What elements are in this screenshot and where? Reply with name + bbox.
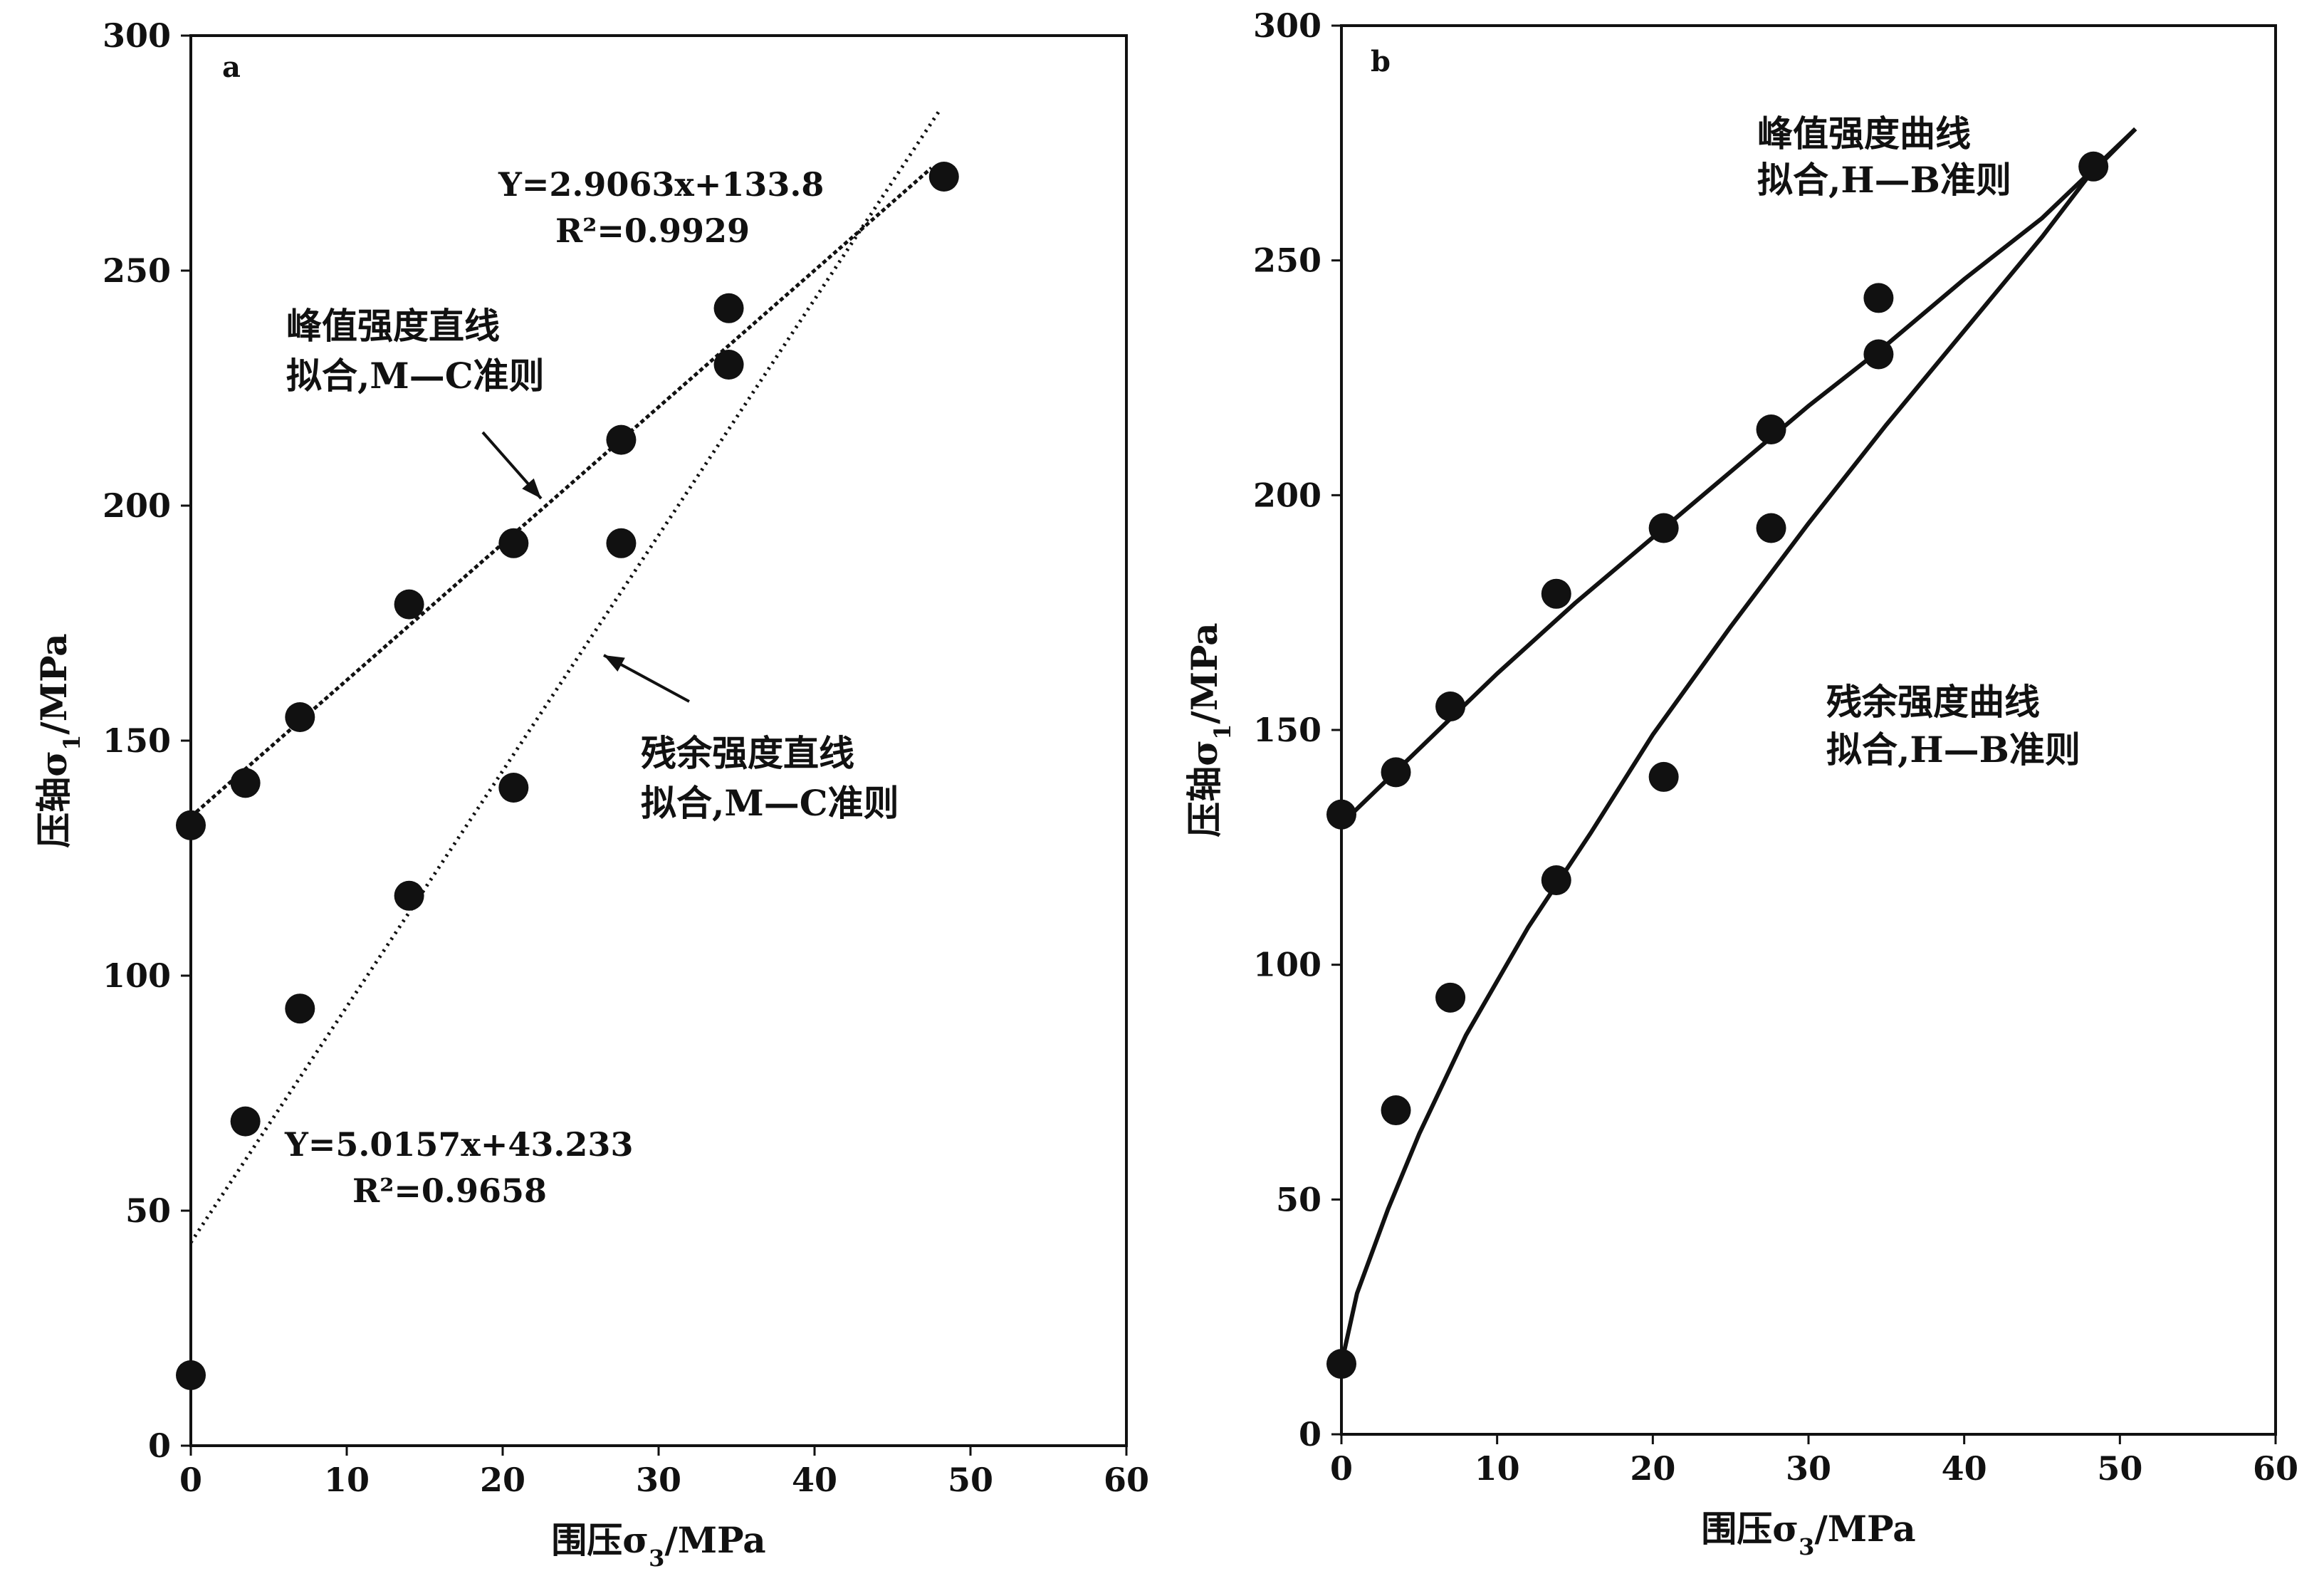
y-tick-label: 100: [103, 956, 171, 995]
residual-strength-point: [1648, 761, 1679, 792]
x-tick-label: 50: [948, 1461, 993, 1499]
panel-letter: b: [1371, 45, 1391, 78]
x-tick-label: 0: [179, 1461, 202, 1499]
residual-strength-point: [606, 528, 637, 558]
residual-strength-point: [176, 1360, 206, 1390]
y-tick-label: 150: [1253, 711, 1321, 749]
peak-strength-point: [1435, 692, 1466, 722]
x-tick-label: 40: [1942, 1449, 1987, 1488]
peak-strength-point: [176, 810, 206, 840]
peak-strength-point: [713, 350, 744, 380]
peak-strength-point: [928, 162, 959, 192]
peak-strength-point: [713, 293, 744, 323]
annotation-arrow-head: [604, 655, 625, 672]
fit-r-squared: R²=0.9658: [352, 1172, 547, 1210]
annotation-arrow-head: [522, 478, 541, 499]
peak-fit-line: [189, 166, 933, 818]
x-tick-label: 0: [1330, 1449, 1353, 1488]
peak-strength-point: [1648, 513, 1679, 543]
y-tick-label: 250: [103, 251, 171, 290]
x-axis-label: 围压σ3/MPa: [1701, 1508, 1915, 1560]
y-tick-label: 300: [103, 16, 171, 55]
x-tick-label: 30: [1786, 1449, 1831, 1488]
residual-strength-point: [1381, 1095, 1411, 1126]
plot-frame: [1340, 24, 2277, 1436]
y-tick-label: 0: [148, 1426, 171, 1465]
x-axis-label: 围压σ3/MPa: [551, 1519, 765, 1572]
fit-label-line: 拟合,M—C准则: [641, 782, 899, 824]
peak-strength-point: [1326, 799, 1356, 830]
x-tick-label: 10: [1475, 1449, 1520, 1488]
y-axis-label: 压轴σ1/MPa: [1183, 622, 1236, 837]
y-axis-label-subscript: 1: [1209, 724, 1236, 740]
y-tick-label: 200: [103, 486, 171, 525]
peak-strength-point: [1541, 578, 1571, 609]
peak-strength-point: [230, 768, 261, 798]
y-tick-label: 50: [1276, 1180, 1321, 1219]
x-tick-label: 10: [324, 1461, 370, 1499]
peak-strength-point: [1381, 757, 1411, 788]
residual-strength-point: [1326, 1349, 1356, 1379]
x-tick-label: 50: [2097, 1449, 2142, 1488]
y-tick-label: 300: [1253, 6, 1321, 45]
peak-strength-point: [394, 589, 424, 620]
residual-fit-line: [189, 110, 941, 1244]
peak-strength-point: [606, 424, 637, 455]
y-tick-label: 0: [1299, 1415, 1321, 1454]
peak-strength-point: [1863, 339, 1894, 370]
x-tick-label: 30: [636, 1461, 681, 1499]
y-tick-label: 150: [103, 721, 171, 760]
x-tick-label: 60: [1104, 1461, 1149, 1499]
fit-label-line: 残余强度直线: [641, 732, 854, 774]
panel-letter: a: [222, 51, 241, 84]
residual-strength-point: [1541, 865, 1571, 895]
fit-equation: Y=2.9063x+133.8: [498, 165, 824, 204]
y-tick-label: 200: [1253, 476, 1321, 514]
x-tick-label: 20: [480, 1461, 525, 1499]
peak-strength-point: [285, 702, 315, 732]
peak-strength-point: [498, 528, 529, 558]
panel-b: 0 10 20 30 40 50 60 0 50 100 150 200 250 300 围压σ3/MPa 压…: [1183, 6, 2298, 1560]
x-tick-label: 60: [2253, 1449, 2298, 1488]
residual-strength-point: [230, 1106, 261, 1137]
residual-strength-point: [498, 773, 529, 803]
x-axis-label-subscript: 3: [649, 1545, 664, 1572]
y-axis-label-subscript: 1: [58, 735, 85, 751]
y-tick-label: 50: [125, 1191, 171, 1230]
residual-strength-point: [285, 993, 315, 1024]
y-axis-label: 压轴σ1/MPa: [33, 633, 85, 847]
residual-strength-point: [1756, 513, 1786, 543]
fit-label-line: 残余强度曲线: [1826, 681, 2040, 723]
fit-label-line: 拟合,H—B准则: [1757, 159, 2011, 201]
y-tick-label: 100: [1253, 946, 1321, 984]
panel-a: 0 10 20 30 40 50 60 0 50 100 150 200 250 300 围压σ3/MPa 压…: [33, 16, 1149, 1572]
peak-fit-line: [1339, 127, 2137, 826]
fit-r-squared: R²=0.9929: [555, 212, 750, 250]
fit-equation: Y=5.0157x+43.233: [284, 1125, 633, 1164]
residual-strength-point: [394, 880, 424, 911]
x-tick-label: 40: [792, 1461, 837, 1499]
residual-fit-line: [1339, 127, 2137, 1365]
peak-strength-point: [1863, 283, 1894, 313]
residual-strength-point: [1435, 982, 1466, 1013]
fit-label-line: 峰值强度直线: [286, 305, 500, 347]
peak-strength-point: [1756, 414, 1786, 445]
x-axis-label-subscript: 3: [1799, 1533, 1814, 1560]
fit-label-line: 拟合,H—B准则: [1826, 729, 2080, 771]
x-tick-label: 20: [1630, 1449, 1675, 1488]
peak-strength-point: [2078, 151, 2109, 182]
y-tick-label: 250: [1253, 241, 1321, 280]
fit-label-line: 拟合,M—C准则: [286, 355, 545, 397]
fit-label-line: 峰值强度曲线: [1757, 113, 1971, 155]
